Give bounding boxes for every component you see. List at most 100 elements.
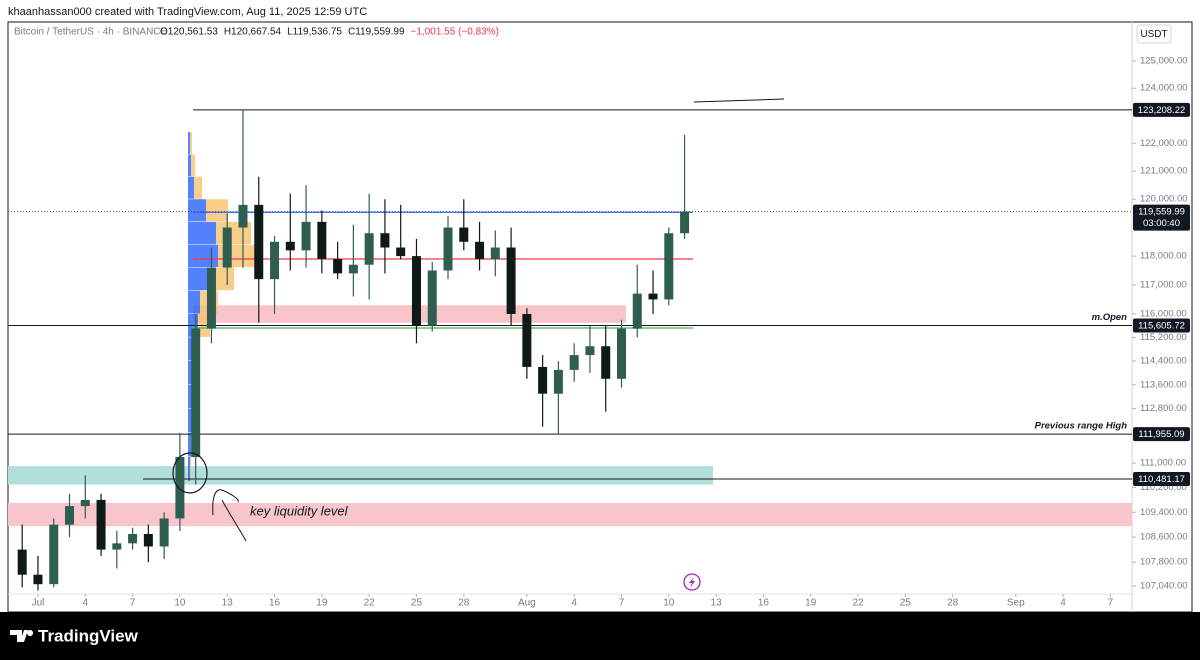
candle-body <box>128 533 138 544</box>
candle-body <box>254 204 264 280</box>
candle-body <box>601 346 611 379</box>
x-tick-label: 25 <box>411 598 423 609</box>
y-tick-label: 109,400.00 <box>1140 507 1188 518</box>
x-tick-label: 16 <box>269 598 281 609</box>
candle-body <box>49 524 59 585</box>
annotation: m.Open <box>1092 312 1128 323</box>
last-price-label: 119,559.99 <box>1138 207 1185 218</box>
candle-body <box>569 355 579 370</box>
candle-body <box>459 227 469 242</box>
profile-buy <box>188 360 193 385</box>
x-tick-label: 4 <box>82 598 88 609</box>
y-tick-label: 117,000.00 <box>1140 279 1187 290</box>
candle-body <box>270 241 280 280</box>
ohlc-legend: O120,561.53 H120,667.54 L119,536.75 C119,55… <box>160 27 499 38</box>
profile-buy <box>188 384 192 409</box>
event-icon-bolt <box>689 577 695 588</box>
price-tag <box>1133 102 1190 117</box>
candle-body <box>427 270 437 326</box>
brand: TradingView <box>38 626 139 645</box>
x-tick-label: 7 <box>1108 598 1114 609</box>
candle-body <box>585 346 595 356</box>
price-tag-label: 110,481.17 <box>1138 474 1185 485</box>
x-tick-label: 16 <box>758 598 770 609</box>
profile-sell <box>190 132 192 154</box>
profile-buy <box>188 432 191 457</box>
y-tick-label: 110,200.00 <box>1140 482 1187 493</box>
profile-buy <box>188 221 216 245</box>
ohlc-value: L119,536.75 <box>287 27 342 38</box>
candle-body <box>538 366 548 394</box>
candle-body <box>317 221 327 259</box>
candle-body <box>490 247 500 259</box>
profile-sell <box>194 176 202 199</box>
profile-sell <box>191 154 195 177</box>
x-tick-label: 25 <box>900 598 912 609</box>
x-tick-label: 7 <box>619 598 625 609</box>
candle-body <box>648 293 658 300</box>
profile-buy <box>188 267 208 291</box>
candle-body <box>96 499 106 550</box>
x-tick-label: 19 <box>316 598 328 609</box>
ohlc-value: H120,667.54 <box>224 27 282 38</box>
candle-body <box>222 227 232 268</box>
profile-buy <box>188 290 200 314</box>
candle-body <box>143 533 153 547</box>
y-tick-label: 120,000.00 <box>1140 194 1188 205</box>
candle-body <box>80 499 90 507</box>
profile-buy <box>188 244 218 268</box>
candle-body <box>33 574 43 585</box>
y-tick-label: 115,200.00 <box>1140 332 1187 343</box>
y-tick-label: 118,000.00 <box>1140 251 1187 262</box>
profile-buy <box>188 132 190 154</box>
symbol: Bitcoin / TetherUS · 4h · BINANCE <box>14 27 168 38</box>
profile-buy <box>188 176 194 199</box>
zone <box>193 305 626 323</box>
y-tick-label: 113,600.00 <box>1140 379 1187 390</box>
candle-body <box>380 233 390 248</box>
x-tick-label: 10 <box>663 598 675 609</box>
price-tag-label: 123,208.22 <box>1138 105 1186 116</box>
y-tick-label: 112,800.00 <box>1140 403 1187 414</box>
x-tick-label: 10 <box>174 598 186 609</box>
plot: 125,000.00 124,000.00 122,000.00 121,000.00… <box>8 56 1190 609</box>
x-tick-label: 13 <box>711 598 723 609</box>
x-tick-label: 28 <box>458 598 470 609</box>
profile-sell <box>206 199 228 222</box>
x-tick-label: 13 <box>222 598 234 609</box>
profile-buy <box>188 199 206 222</box>
candle-body <box>411 256 421 326</box>
candle-body <box>191 328 201 458</box>
price-tag <box>1133 427 1190 442</box>
x-tick-label: Sep <box>1007 598 1025 609</box>
x-tick-label: Jul <box>32 598 45 609</box>
candle-body <box>664 233 674 300</box>
arrow-drawing <box>212 489 247 542</box>
candle-body <box>616 328 626 379</box>
annotation: key liquidity level <box>250 503 349 518</box>
y-tick-label: 111,000.00 <box>1140 458 1186 469</box>
x-tick-label: Aug <box>518 598 536 609</box>
currency: USDT <box>1140 29 1167 40</box>
price-tag <box>1133 471 1190 486</box>
profile-buy <box>188 154 191 177</box>
candle-body <box>301 221 311 251</box>
profile-buy <box>188 457 190 481</box>
logo-mark <box>10 630 34 642</box>
y-tick-label: 121,000.00 <box>1140 166 1188 177</box>
y-tick-label: 107,040.00 <box>1140 581 1188 592</box>
candle-body <box>238 204 248 228</box>
y-tick-label: 116,000.00 <box>1140 308 1187 319</box>
author-line: khaanhassan000 created with TradingView.… <box>8 6 367 18</box>
x-tick-label: 22 <box>364 598 376 609</box>
x-tick-label: 4 <box>571 598 577 609</box>
y-tick-label: 108,600.00 <box>1140 532 1188 543</box>
ohlc-value: C119,559.99 <box>348 27 405 38</box>
candle-body <box>443 227 453 271</box>
candle-body <box>65 506 75 525</box>
currency-box[interactable] <box>1136 24 1172 44</box>
candle-body <box>17 549 27 575</box>
y-tick-label: 114,400.00 <box>1140 356 1187 367</box>
annotation: Previous range High <box>1035 421 1128 432</box>
